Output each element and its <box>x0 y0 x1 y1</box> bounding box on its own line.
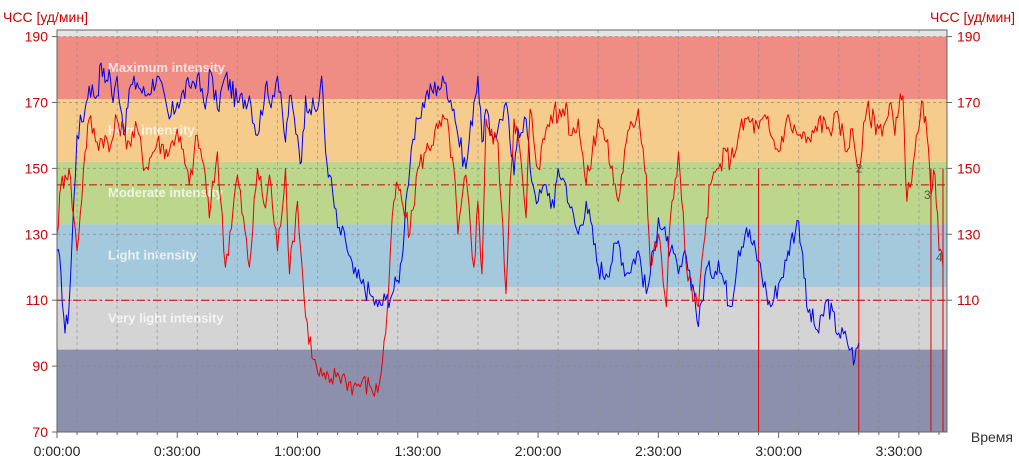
series <box>56 62 944 397</box>
x-tick-label: 0:30:00 <box>154 443 201 459</box>
x-tick-label: 1:00:00 <box>274 443 321 459</box>
y-tick-label: 130 <box>957 226 981 242</box>
zone-label: Very light intensity <box>108 310 224 325</box>
y-tick-label: 90 <box>32 358 48 374</box>
lap-marker-label: 2 <box>856 161 863 175</box>
x-tick-label: 1:30:00 <box>394 443 441 459</box>
x-tick-label: 3:30:00 <box>876 443 923 459</box>
zone-label: Maximum intensity <box>108 60 226 75</box>
y-tick-label: 110 <box>26 292 49 308</box>
lap-marker-label: 3 <box>924 188 931 202</box>
zone-band <box>57 349 947 432</box>
y-tick-label: 150 <box>25 160 49 176</box>
x-tick-label: 2:30:00 <box>635 443 682 459</box>
zone-label: Moderate intensity <box>108 185 224 200</box>
markers: 2 3 4 <box>856 161 943 264</box>
y-tick-label: 130 <box>25 226 49 242</box>
y-tick-label: 70 <box>32 424 48 440</box>
y-axis-left-title: ЧСС [уд/мин] <box>3 9 88 25</box>
series-line <box>56 62 860 366</box>
plot-frame <box>56 29 948 433</box>
drop-lines <box>758 168 944 432</box>
y-tick-label: 170 <box>25 94 49 110</box>
y-tick-label: 190 <box>957 29 981 45</box>
zone-label: Light intensity <box>108 248 198 263</box>
x-tick-label: 2:00:00 <box>515 443 562 459</box>
x-tick-label: 3:00:00 <box>755 443 802 459</box>
y-tick-label: 150 <box>957 160 981 176</box>
y-tick-label: 170 <box>957 94 981 110</box>
zone-label: Hard intensity <box>108 123 195 138</box>
x-tick-label: 0:00:00 <box>34 443 81 459</box>
plot-background <box>57 30 947 37</box>
y-axis-left: 70 90 110 130 150 170 190 <box>25 29 57 440</box>
y-tick-label: 110 <box>957 292 980 308</box>
lap-marker-label: 4 <box>936 250 943 264</box>
reference-lines <box>57 184 947 301</box>
y-axis-right: 110 130 150 170 190 <box>947 29 981 308</box>
zone-labels: Maximum intensity Hard intensity Moderate … <box>108 60 226 325</box>
y-axis-right-title: ЧСС [уд/мин] <box>930 9 1015 25</box>
grid <box>57 30 947 432</box>
intensity-zones <box>57 30 947 432</box>
plot-border <box>56 29 948 433</box>
x-axis-title: Время <box>971 429 1013 445</box>
x-axis: 0:00:00 0:30:00 1:00:00 1:30:00 2:00:00 2:30:… <box>34 432 940 459</box>
y-tick-label: 190 <box>25 29 49 45</box>
series-line <box>56 93 944 397</box>
